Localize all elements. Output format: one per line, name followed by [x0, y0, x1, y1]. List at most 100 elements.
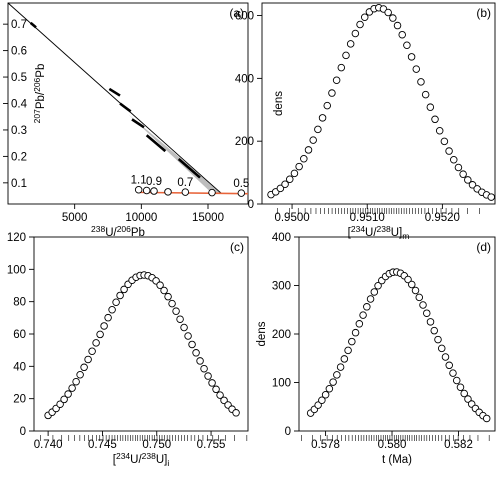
label-subscript: i	[167, 458, 169, 468]
isochron-line	[7, 2, 222, 194]
x-tick-label: 0.582	[444, 439, 473, 451]
density-point	[172, 307, 180, 315]
label-part: 207	[32, 109, 42, 123]
plot-frame	[261, 2, 496, 205]
y-tick-label: 120	[7, 232, 26, 244]
age-marker	[181, 188, 190, 196]
y-axis-title: dens	[273, 91, 285, 116]
label-part: 238	[377, 224, 391, 234]
density-point	[468, 181, 477, 189]
density-point	[212, 385, 220, 394]
x-tick-label: 0.755	[197, 439, 226, 451]
density-point	[441, 353, 450, 361]
density-point	[355, 320, 364, 328]
density-point	[295, 162, 303, 171]
density-point	[434, 335, 442, 344]
x-tick-label: 0.740	[34, 439, 63, 451]
density-point	[318, 396, 326, 404]
density-point	[359, 311, 367, 319]
density-point	[276, 184, 285, 193]
y-tick-label: 100	[272, 378, 291, 390]
data-segment	[145, 134, 167, 153]
density-point	[309, 136, 317, 144]
age-marker-label: 0.7	[177, 177, 193, 189]
y-tick-label: 0.4	[11, 99, 28, 111]
density-point	[176, 315, 184, 323]
density-point	[84, 355, 92, 364]
density-point	[340, 355, 349, 363]
label-part: U/	[105, 227, 117, 239]
density-point	[216, 391, 224, 399]
x-tick-label: 0.9520	[425, 212, 460, 224]
panel-b: (b) 0.9500 0.9510 0.9520 0 200 400 600 [234U/238…	[235, 2, 496, 241]
label-part: U]	[156, 454, 168, 466]
density-point	[440, 137, 449, 146]
age-marker	[134, 185, 143, 194]
density-point	[100, 322, 108, 330]
label-part: 234	[351, 224, 365, 234]
density-point	[384, 8, 392, 17]
density-point	[120, 285, 128, 294]
age-marker	[142, 186, 151, 195]
density-point	[88, 347, 96, 356]
density-point	[412, 65, 421, 73]
density-point	[445, 147, 453, 155]
density-point	[196, 357, 204, 365]
density-point	[76, 370, 84, 379]
density-point	[318, 114, 327, 122]
panel-tag: (a)	[229, 6, 244, 20]
density-point	[366, 295, 375, 303]
density-point	[96, 330, 104, 339]
x-axis-title: 238U/206Pb	[91, 224, 145, 239]
density-point	[56, 400, 64, 408]
density-point	[398, 30, 406, 39]
y-tick-label: 60	[13, 329, 26, 341]
data-segment	[108, 87, 121, 97]
x-tick-label: 0.745	[88, 439, 117, 451]
density-point	[300, 155, 308, 163]
y-tick-label: 0	[20, 426, 26, 438]
y-tick-label: 200	[272, 329, 291, 341]
label-part: [	[113, 454, 117, 466]
density-point	[408, 280, 416, 289]
y-tick-label: 400	[272, 232, 291, 244]
density-point	[112, 298, 120, 307]
x-axis-title: [234U/238U]m	[348, 224, 410, 241]
density-point	[437, 344, 446, 353]
density-point	[208, 379, 216, 387]
density-point	[314, 401, 322, 409]
density-point	[464, 176, 472, 184]
y-tick-label: 40	[13, 361, 26, 373]
density-point	[415, 293, 424, 302]
density-point	[435, 126, 444, 135]
panel-tag: (c)	[230, 240, 244, 254]
y-tick-label: 0	[248, 199, 254, 211]
label-part: U/	[130, 454, 142, 466]
density-point	[200, 364, 208, 373]
density-point	[404, 275, 412, 284]
density-point	[449, 369, 457, 377]
y-tick-label: 300	[272, 281, 291, 293]
density-point	[281, 180, 289, 188]
y-tick-label: 0.5	[11, 72, 27, 84]
label-part: 234	[116, 451, 130, 461]
density-point	[344, 346, 352, 355]
density-point	[456, 383, 465, 392]
y-tick-label: 0.3	[11, 125, 27, 137]
density-point	[430, 326, 438, 335]
density-point	[321, 391, 330, 399]
density-point	[351, 29, 360, 38]
density-point	[336, 363, 345, 371]
density-point	[423, 309, 431, 317]
data-segment	[177, 158, 201, 179]
density-point	[329, 378, 337, 386]
x-tick-label: 10000	[125, 212, 157, 224]
density-point	[188, 340, 196, 349]
density-point	[232, 409, 240, 417]
x-axis-title: [234U/238U]i	[113, 451, 170, 468]
density-point	[64, 390, 72, 398]
age-marker	[237, 189, 246, 197]
density-point	[370, 288, 379, 296]
density-point	[286, 175, 294, 184]
density-point	[407, 53, 416, 61]
